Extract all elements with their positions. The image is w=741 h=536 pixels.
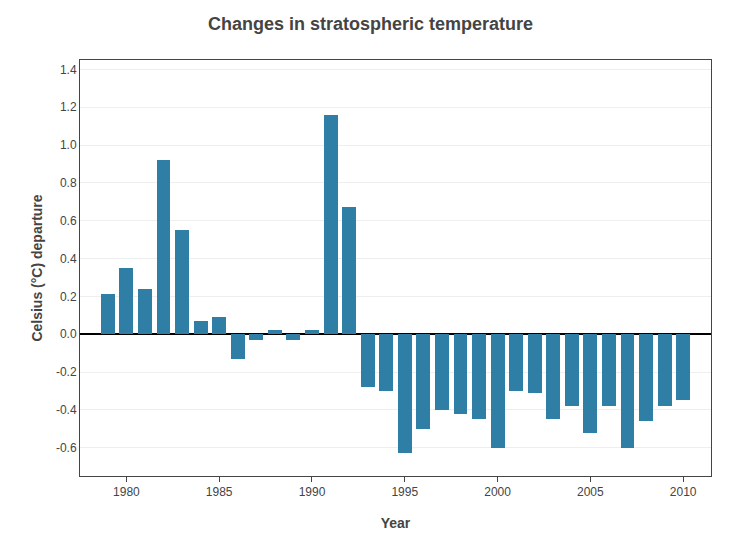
svg-text:-0.4: -0.4 [56,403,77,417]
svg-text:Changes in stratospheric tempe: Changes in stratospheric temperature [208,14,533,34]
svg-text:1.4: 1.4 [60,63,77,77]
svg-text:2000: 2000 [484,485,511,499]
svg-text:0.2: 0.2 [60,290,77,304]
svg-text:1985: 1985 [206,485,233,499]
svg-text:Celsius (°C) departure: Celsius (°C) departure [29,194,45,341]
svg-text:2010: 2010 [670,485,697,499]
svg-text:Year: Year [381,515,411,531]
svg-text:-0.6: -0.6 [56,441,77,455]
svg-text:1.2: 1.2 [60,100,77,114]
svg-text:2005: 2005 [577,485,604,499]
svg-text:1980: 1980 [113,485,140,499]
svg-text:-0.2: -0.2 [56,365,77,379]
svg-text:1995: 1995 [391,485,418,499]
svg-text:0.0: 0.0 [60,327,77,341]
svg-text:0.8: 0.8 [60,176,77,190]
svg-text:0.6: 0.6 [60,214,77,228]
svg-text:0.4: 0.4 [60,252,77,266]
svg-text:1990: 1990 [299,485,326,499]
svg-text:1.0: 1.0 [60,138,77,152]
